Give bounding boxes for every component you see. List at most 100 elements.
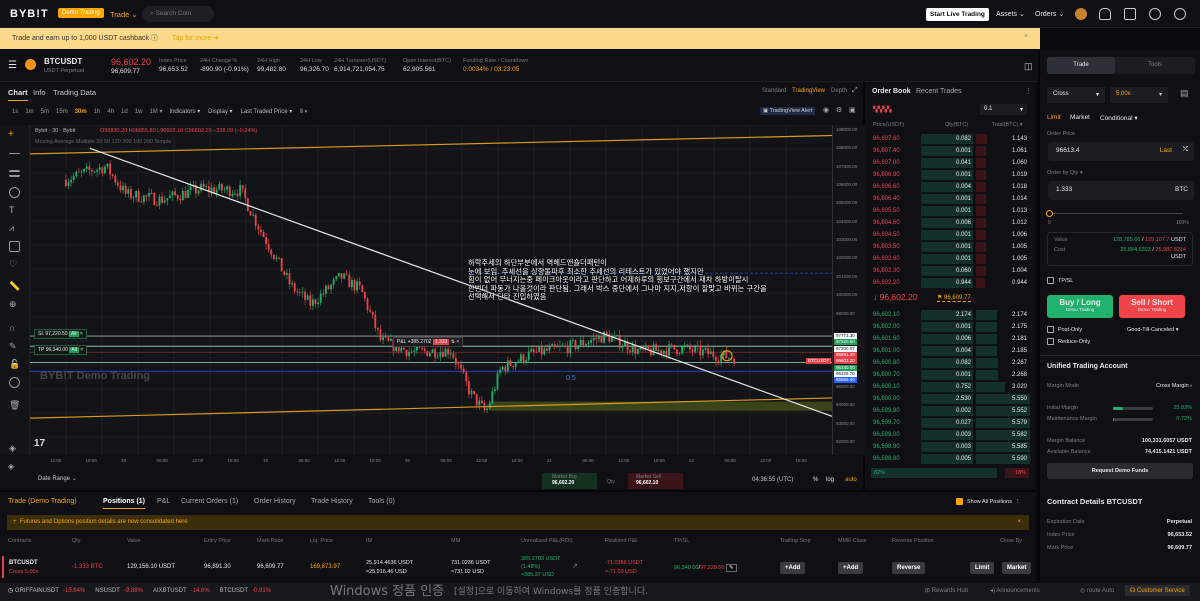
chart-annotation[interactable]: 하락추세의 하단부분에서 역헤드앤숄더패턴이 눈에 보임. 추세선을 상향돌파후 … [468, 258, 823, 302]
tp-order-line-label[interactable]: TP 96,340.00 All × [34, 345, 88, 355]
interval-1s[interactable]: 1s [12, 109, 19, 115]
order-price-input[interactable]: 96613.4 Last ⤭ [1048, 142, 1194, 161]
footer-ticker-symbol[interactable]: BTCUSDT [219, 588, 248, 594]
pos-contract[interactable]: BTCUSDT [9, 560, 38, 566]
chart-menu-2[interactable]: Last Traded Price ▾ [240, 109, 293, 115]
market-sell-button[interactable]: Market Sell 96,602.10 [628, 473, 683, 489]
avatar[interactable] [1075, 8, 1087, 20]
order-type-limit[interactable]: Limit [1047, 114, 1061, 121]
sl-all-button[interactable]: All [68, 331, 79, 337]
interval-1m[interactable]: 1m [25, 109, 34, 115]
prediction-icon[interactable] [9, 241, 20, 252]
tab-3[interactable]: Current Orders (1) [181, 498, 239, 505]
scroll-icon[interactable]: ◈ [8, 462, 15, 471]
order-type-conditional[interactable]: Conditional ▾ [1100, 115, 1138, 122]
trade-menu[interactable]: Trade ⌄ [110, 10, 138, 19]
trendline-icon[interactable] [9, 153, 20, 154]
symbol[interactable]: BTCUSDT [44, 57, 83, 66]
qty-slider[interactable] [1049, 213, 1183, 214]
order-qty-input[interactable]: 1.333 BTC [1048, 181, 1194, 200]
position-pnl-label[interactable]: P&L +385.2702 1.333 ⇅ × [393, 337, 464, 347]
chart-menu-1[interactable]: Display ▾ [208, 109, 233, 115]
buy-long-button[interactable]: Buy / Long Demo Trading [1047, 295, 1113, 318]
sl-order-line-label[interactable]: SL 97,220.50 All × [34, 329, 87, 339]
reduce-only-checkbox[interactable]: Reduce-Only [1047, 338, 1090, 345]
chart-menu-0[interactable]: Indicators ▾ [169, 109, 201, 115]
edit-icon[interactable]: ✎ [726, 564, 737, 572]
tab-2[interactable]: P&L [157, 498, 171, 505]
orderbook-row[interactable]: 96,601.60 0.006 2.181 [871, 334, 1029, 345]
fib-icon[interactable] [9, 170, 20, 177]
orderbook-row[interactable]: 96,602.60 0.001 1.005 [871, 254, 1029, 265]
interval-1d[interactable]: 1d [121, 109, 128, 115]
close-limit-button[interactable]: Limit [970, 562, 995, 574]
date-range-button[interactable]: Date Range ⌄ [38, 476, 77, 482]
menu-icon[interactable]: ☰ [8, 60, 17, 71]
lock-icon[interactable]: 🔓 [9, 359, 21, 369]
interval-5m[interactable]: 5m [40, 109, 50, 115]
tab-tools[interactable]: Tools [1147, 62, 1162, 68]
candlestick-chart[interactable] [30, 125, 865, 455]
orderbook-row[interactable]: 96,607.40 0.001 1.061 [871, 146, 1029, 157]
trash-icon[interactable]: 🗑 [9, 400, 21, 410]
orderbook-row[interactable]: 96,602.30 0.060 1.004 [871, 266, 1029, 277]
search-input[interactable]: ⌕ Search Coin [142, 6, 214, 22]
expand-icon[interactable]: ⤢ [852, 87, 858, 94]
settings-icon[interactable] [1174, 8, 1186, 20]
margin-mode-select[interactable]: Cross ▾ [1047, 87, 1105, 103]
tab-0[interactable]: Trade (Demo Trading) [8, 498, 77, 505]
order-qty-label[interactable]: Order by Qty ▾ [1047, 170, 1083, 176]
orderbook-row[interactable]: 96,599.70 0.027 5.579 [871, 418, 1030, 429]
quick-qty-input[interactable]: Qty [607, 479, 615, 485]
interval-4h[interactable]: 4h [107, 109, 115, 115]
footer-ticker-symbol[interactable]: GRIFFAINUSDT [14, 588, 59, 594]
bybit-logo[interactable]: BYB!T [10, 8, 49, 20]
route-link[interactable]: ◎ route Auto [1080, 588, 1115, 594]
heart-icon[interactable]: ♡ [9, 259, 18, 269]
orderbook-row[interactable]: 96,602.00 0.001 2.175 [871, 322, 1029, 333]
orderbook-row[interactable]: 96,598.90 0.003 5.585 [871, 442, 1030, 453]
assets-menu[interactable]: Assets ⌄ [996, 11, 1025, 18]
order-type-market[interactable]: Market [1070, 114, 1090, 121]
interval-15m[interactable]: 15m [56, 109, 68, 115]
view-depth[interactable]: Depth [831, 88, 848, 94]
auto-scale-toggle[interactable]: auto [845, 477, 857, 483]
tab-6[interactable]: Tools (0) [368, 498, 395, 505]
reverse-position-button[interactable]: Reverse [892, 562, 926, 574]
tab-info[interactable]: Info [33, 88, 46, 97]
tp-all-button[interactable]: All [69, 347, 79, 353]
orders-menu[interactable]: Orders ⌄ [1035, 11, 1065, 18]
bell-icon[interactable] [1099, 8, 1111, 20]
orderbook-row[interactable]: 96,607.60 0.082 1.143 [871, 134, 1029, 145]
rewards-hub-link[interactable]: ⊞ Rewards Hub [925, 588, 969, 594]
time-axis[interactable]: 12:00 18:00 18 06:00 12:00 18:00 19 06:00 12:00 1… [30, 458, 830, 468]
ruler-icon[interactable]: 📏 [9, 281, 21, 291]
text-icon[interactable]: T [9, 205, 15, 215]
sell-short-button[interactable]: Sell / Short Demo Trading [1119, 295, 1185, 318]
tab-4[interactable]: Order History [254, 498, 296, 505]
pattern-icon[interactable]: ⩘ [9, 223, 15, 233]
interval-1w[interactable]: 1w [134, 109, 143, 115]
leverage-select[interactable]: 5.00x ▾ [1110, 87, 1168, 103]
price-chart[interactable]: Bybit · 30 · Bybit O96830.20 H96855.80 L… [30, 125, 865, 455]
orderbook-row[interactable]: 96,604.60 0.006 1.012 [871, 218, 1029, 229]
last-price-button[interactable]: Last [1159, 147, 1172, 154]
chart-menu-3[interactable]: ⦀ ▾ [300, 109, 308, 115]
orderbook-row[interactable]: 96,600.80 0.082 2.267 [871, 358, 1029, 369]
trailing-stop-add-button[interactable]: +Add [780, 562, 806, 574]
time-in-force-select[interactable]: Good-Till-Canceled ▾ [1127, 327, 1179, 333]
margin-mode-link[interactable]: Cross Margin › [1155, 383, 1192, 389]
magnet-icon[interactable]: ∩ [9, 323, 16, 333]
share-icon[interactable]: ↗ [572, 563, 578, 570]
orderbook-row[interactable]: 96,602.20 0.944 0.944 [871, 278, 1029, 289]
price-axis[interactable]: 109000.00 108000.00 107000.00 106000.00 1050… [832, 125, 865, 455]
orderbook-row[interactable]: 96,606.90 0.001 1.019 [871, 170, 1029, 181]
fullscreen-icon[interactable]: ▣ [849, 107, 856, 114]
close-market-button[interactable]: Market [1002, 562, 1032, 574]
orderbook-row[interactable]: 96,598.80 0.005 5.590 [871, 454, 1031, 465]
tab-1[interactable]: Positions (1) [103, 498, 146, 509]
customer-service-button[interactable]: ☊ Customer Service [1125, 585, 1190, 596]
interval-1M ▾[interactable]: 1M ▾ [149, 109, 163, 115]
camera-icon[interactable]: ◉ [823, 107, 830, 114]
layout-icon[interactable]: ◫ [1024, 61, 1033, 71]
